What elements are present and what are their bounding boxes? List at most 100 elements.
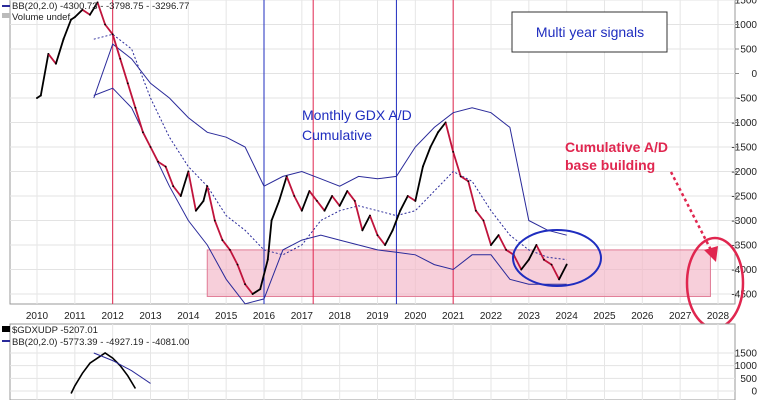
- ad-cumulative-point: [467, 180, 470, 183]
- ad-cumulative-segment: [421, 146, 432, 168]
- ad-cumulative-segment: [47, 53, 57, 65]
- ad-cumulative-segment: [361, 214, 371, 232]
- ad-cumulative-point: [527, 258, 530, 261]
- ad-cumulative-segment: [346, 190, 356, 202]
- ad-cumulative-segment: [89, 1, 99, 16]
- ad-cumulative-point: [543, 258, 545, 261]
- ad-cumulative-point: [270, 219, 273, 222]
- ad-cumulative-point: [399, 209, 402, 212]
- ad-cumulative-point: [414, 200, 417, 202]
- ad-cumulative-segment: [285, 175, 296, 197]
- x-tick-label: 2023: [518, 311, 541, 322]
- ad-cumulative-segment: [391, 209, 402, 232]
- ad-cumulative-point: [142, 131, 144, 134]
- ad-cumulative-point: [179, 195, 182, 197]
- ad-cumulative-point: [134, 106, 137, 109]
- ad-cumulative-point: [195, 209, 197, 212]
- y-tick-label-lower: 1500: [735, 349, 758, 360]
- ad-cumulative-segment: [512, 253, 523, 271]
- ad-cumulative-point: [202, 200, 205, 202]
- ad-cumulative-point: [172, 185, 175, 188]
- ad-cumulative-segment: [331, 195, 341, 207]
- ad-cumulative-point: [55, 62, 57, 65]
- x-tick-label: 2016: [253, 311, 276, 322]
- y-tick-label: -500: [737, 94, 757, 105]
- base-band: [206, 249, 711, 297]
- ad-cumulative-point: [259, 288, 262, 290]
- x-tick-label: 2024: [556, 311, 579, 322]
- ad-cumulative-point: [459, 175, 462, 178]
- x-tick-label: 2019: [366, 311, 389, 322]
- y-tick-label: -2500: [731, 192, 757, 203]
- ad-cumulative-segment: [194, 199, 205, 212]
- ad-cumulative-point: [361, 229, 364, 232]
- ad-cumulative-segment: [293, 195, 303, 212]
- ad-cumulative-point: [213, 219, 216, 222]
- ad-cumulative-point: [535, 244, 538, 246]
- ad-cumulative-segment: [459, 175, 470, 183]
- ad-cumulative-point: [497, 234, 500, 237]
- ad-cumulative-segment: [142, 131, 152, 148]
- x-tick-label: 2021: [442, 311, 465, 322]
- title-box: [511, 11, 668, 53]
- panel2-frame: [9, 323, 736, 400]
- ad-cumulative-point: [406, 195, 409, 197]
- ad-cumulative-segment: [81, 8, 91, 16]
- ad-cumulative-point: [70, 18, 72, 21]
- ad-cumulative-segment: [429, 131, 439, 148]
- ad-cumulative-segment: [527, 244, 538, 261]
- y-tick-label: 0: [751, 69, 757, 80]
- ad-cumulative-segment: [543, 258, 553, 266]
- x-tick-label: 2015: [215, 311, 238, 322]
- y-tick-label: -1000: [731, 118, 757, 129]
- annotation-arrowhead: [704, 246, 718, 262]
- ad-cumulative-segment: [316, 199, 326, 212]
- ad-cumulative-segment: [39, 53, 50, 97]
- legend-bb-lower: BB(20,2.0) -5773.39 - -4927.19 - -4081.0…: [12, 337, 189, 348]
- ad-cumulative-point: [550, 263, 553, 266]
- ad-cumulative-point: [300, 209, 303, 212]
- ad-cumulative-segment: [157, 160, 167, 168]
- ad-cumulative-segment: [206, 185, 216, 222]
- ad-cumulative-point: [266, 258, 269, 261]
- ad-cumulative-point: [229, 249, 231, 251]
- x-tick-label: 2018: [329, 311, 352, 322]
- ad-cumulative-point: [346, 190, 349, 193]
- ad-cumulative-point: [429, 146, 432, 148]
- ad-cumulative-segment: [111, 33, 122, 60]
- ad-cumulative-point: [89, 13, 91, 16]
- ad-cumulative-point: [490, 244, 492, 246]
- x-tick-label: 2027: [669, 311, 692, 322]
- annotation-base-line2: base building: [565, 157, 655, 173]
- ad-cumulative-point: [437, 131, 439, 134]
- y-tick-label: -1500: [731, 143, 757, 154]
- y-tick-label-lower: 500: [740, 374, 757, 385]
- x-tick-label: 2011: [64, 311, 86, 322]
- ad-cumulative-segment: [179, 170, 190, 197]
- ad-cumulative-point: [119, 57, 122, 60]
- ad-cumulative-point: [323, 209, 326, 212]
- x-tick-label: 2025: [593, 311, 616, 322]
- ad-cumulative-point: [474, 209, 477, 212]
- y-tick-label-lower: 1000: [735, 361, 758, 372]
- ad-cumulative-point: [285, 175, 288, 178]
- x-tick-label: 2017: [291, 311, 314, 322]
- ad-cumulative-point: [331, 195, 333, 197]
- bb-upper-line: [93, 43, 567, 236]
- ad-cumulative-segment: [482, 219, 492, 246]
- ad-cumulative-segment: [550, 263, 560, 281]
- y-tick-label: 1000: [735, 20, 758, 31]
- ad-cumulative-segment: [104, 23, 114, 36]
- ad-cumulative-point: [422, 165, 424, 168]
- x-tick-label: 2020: [404, 311, 427, 322]
- ad-cumulative-segment: [134, 106, 144, 134]
- ad-cumulative-segment: [414, 165, 424, 202]
- annotation-arrow: [669, 171, 714, 253]
- ad-cumulative-point: [482, 219, 485, 222]
- ad-cumulative-segment: [62, 18, 72, 41]
- ad-cumulative-segment: [187, 170, 197, 212]
- ad-cumulative-segment: [251, 288, 262, 295]
- ad-cumulative-point: [62, 38, 65, 41]
- ad-cumulative-point: [391, 229, 394, 232]
